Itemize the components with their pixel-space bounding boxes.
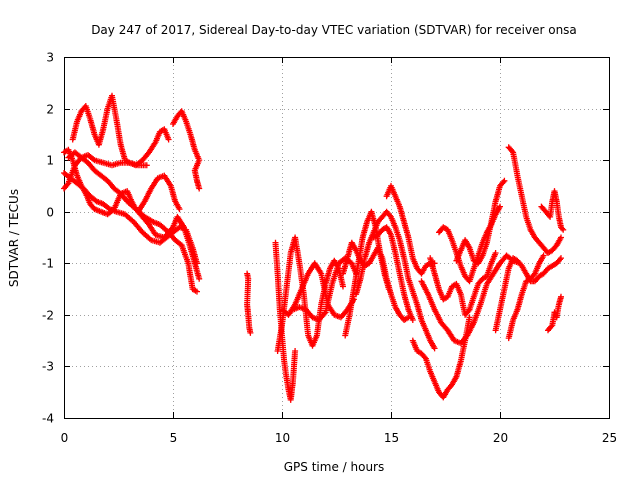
series-arc-18 <box>409 314 473 401</box>
data-point <box>557 256 563 263</box>
data-point <box>548 323 555 330</box>
series-arc-20 <box>427 250 499 318</box>
series-arc-5 <box>61 152 150 192</box>
data-point <box>143 162 150 169</box>
y-tick-label: -2 <box>42 309 54 323</box>
y-tick-label: -3 <box>42 360 54 374</box>
data-point <box>559 225 566 232</box>
x-tick-label: 20 <box>493 431 508 445</box>
x-tick-label: 10 <box>275 431 290 445</box>
data-point <box>176 206 183 213</box>
series-arc-16 <box>383 182 438 277</box>
data-point <box>465 308 472 314</box>
series-arc-15 <box>353 208 438 352</box>
data-point <box>64 181 71 188</box>
x-tick-label: 5 <box>170 431 178 445</box>
data-point <box>558 234 564 241</box>
y-tick-label: 3 <box>46 51 54 65</box>
series-arc-22 <box>453 177 508 267</box>
data-point <box>431 345 438 352</box>
x-tick-label: 25 <box>602 431 617 445</box>
data-point <box>292 348 299 354</box>
series-arc-6 <box>170 108 203 192</box>
y-tick-label: 1 <box>46 154 54 168</box>
tick-labels: 0 5 10 15 20 25 -4 -3 -2 -1 0 1 2 3 <box>42 51 617 446</box>
series-arc-14 <box>342 208 392 339</box>
series-arc-23 <box>492 255 564 334</box>
data-point <box>194 288 200 295</box>
data-point <box>497 203 503 210</box>
y-axis-label: SDTVAR / TECUs <box>7 189 21 287</box>
data-points <box>61 92 567 403</box>
data-point <box>90 156 97 163</box>
series-arc-26 <box>505 252 547 342</box>
data-point <box>558 255 564 262</box>
y-tick-label: 0 <box>46 206 54 220</box>
data-point <box>558 293 564 300</box>
chart-title: Day 247 of 2017, Sidereal Day-to-day VTE… <box>91 23 577 37</box>
series-arc-7 <box>135 172 183 215</box>
data-point <box>560 226 567 233</box>
data-point <box>385 286 392 293</box>
data-point <box>421 354 428 361</box>
data-point <box>196 185 203 192</box>
y-tick-label: 2 <box>46 103 54 117</box>
data-point <box>540 252 547 259</box>
data-point <box>321 310 328 317</box>
data-point <box>340 283 346 290</box>
data-point <box>165 136 172 143</box>
data-point <box>466 314 473 321</box>
plot-frame <box>64 57 610 419</box>
series-arc-8 <box>244 270 254 336</box>
data-point <box>492 250 499 256</box>
series-arc-17 <box>370 224 416 323</box>
data-point <box>196 275 203 282</box>
data-point <box>509 148 515 155</box>
series-arc-10 <box>274 234 346 354</box>
series-arc-25 <box>538 188 567 233</box>
data-point <box>409 317 416 323</box>
data-point <box>501 177 508 184</box>
axis-ticks <box>64 57 610 419</box>
series-arc-2 <box>61 146 203 282</box>
series-arc-3 <box>65 149 200 295</box>
x-tick-label: 15 <box>384 431 399 445</box>
x-tick-label: 0 <box>61 431 69 445</box>
y-tick-label: -4 <box>42 412 54 426</box>
series-arc-27 <box>545 293 564 334</box>
data-point <box>500 179 507 186</box>
series-arc-24 <box>505 144 564 256</box>
x-axis-label: GPS time / hours <box>284 460 385 474</box>
data-point <box>247 329 254 336</box>
y-tick-label: -1 <box>42 257 54 271</box>
